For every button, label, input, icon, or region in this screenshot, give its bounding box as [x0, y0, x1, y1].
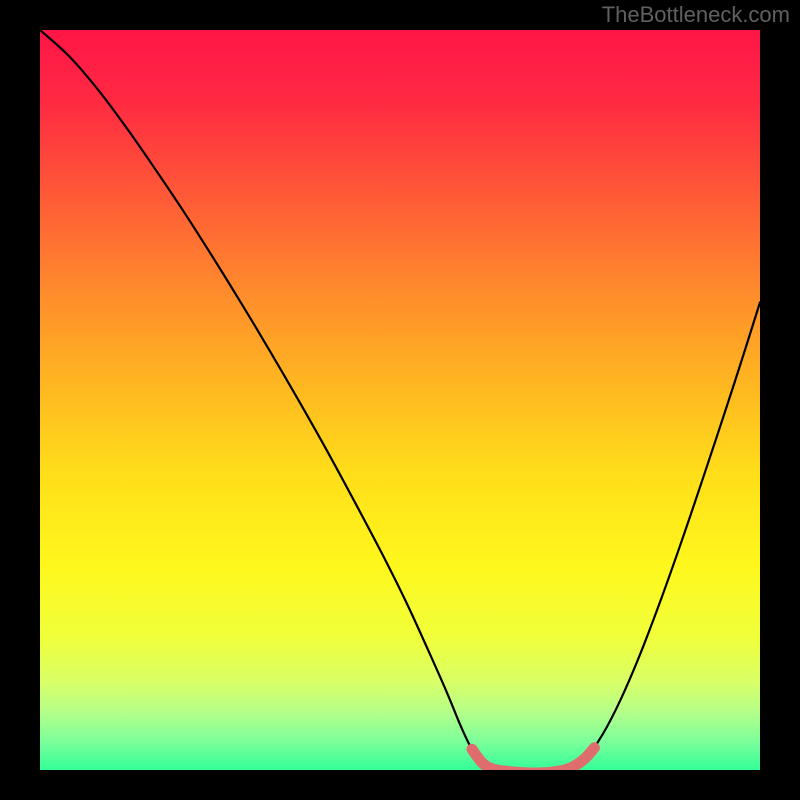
plot-area: [40, 30, 760, 770]
bottleneck-chart: TheBottleneck.com: [0, 0, 800, 800]
watermark-text: TheBottleneck.com: [602, 2, 790, 27]
